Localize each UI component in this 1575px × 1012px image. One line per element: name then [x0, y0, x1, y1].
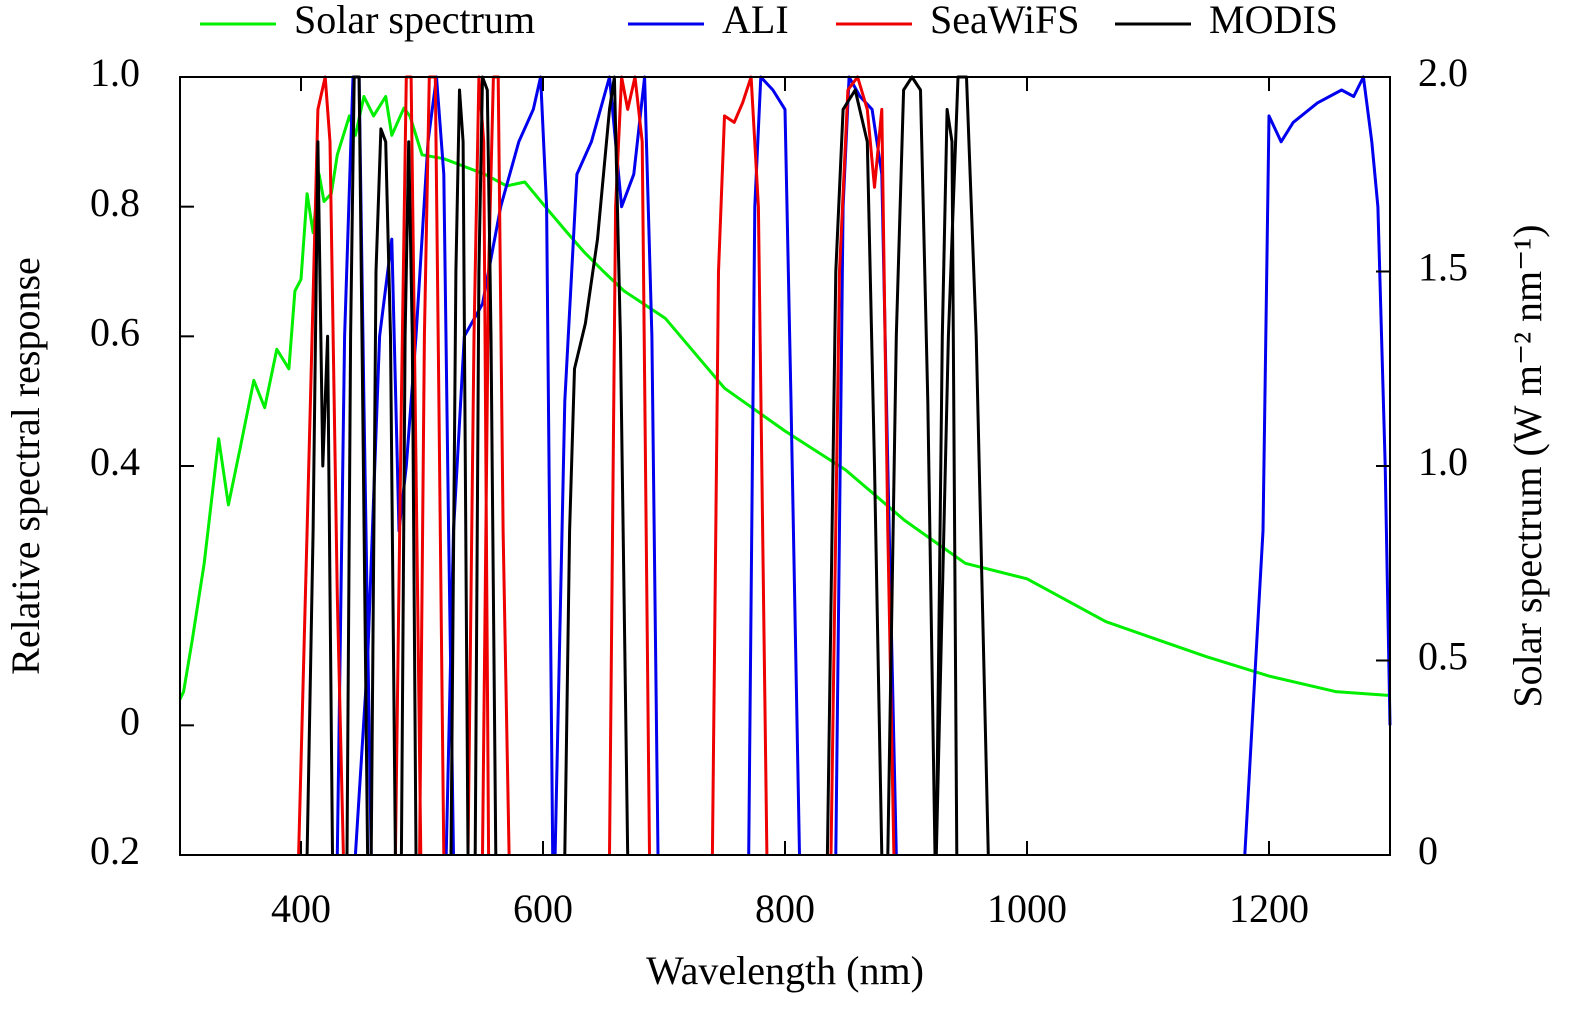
- y-tick-label: 1.0: [90, 50, 140, 95]
- y2-tick-label: 0.5: [1418, 634, 1468, 679]
- y-tick-label: 0.8: [90, 180, 140, 225]
- x-tick-label: 400: [271, 886, 331, 931]
- y-tick-label: 0.4: [90, 439, 140, 484]
- y2-tick-label: 1.0: [1418, 439, 1468, 484]
- x-axis-label: Wavelength (nm): [646, 948, 924, 993]
- y2-tick-label: 0: [1418, 828, 1438, 873]
- y2-tick-label: 1.5: [1418, 245, 1468, 290]
- y-axis-label: Relative spectral response: [3, 257, 48, 675]
- y2-tick-label: 2.0: [1418, 50, 1468, 95]
- x-tick-label: 600: [513, 886, 573, 931]
- x-tick-label: 800: [755, 886, 815, 931]
- x-tick-label: 1000: [987, 886, 1067, 931]
- legend-label: MODIS: [1209, 0, 1338, 42]
- legend-label: Solar spectrum: [294, 0, 535, 42]
- legend-label: ALI: [722, 0, 789, 42]
- y-tick-label: 0.2: [90, 828, 140, 873]
- y2-axis-label: Solar spectrum (W m⁻² nm⁻¹): [1505, 224, 1550, 707]
- y-tick-label: 0: [120, 699, 140, 744]
- x-tick-label: 1200: [1229, 886, 1309, 931]
- y-tick-label: 0.6: [90, 310, 140, 355]
- legend-label: SeaWiFS: [930, 0, 1080, 42]
